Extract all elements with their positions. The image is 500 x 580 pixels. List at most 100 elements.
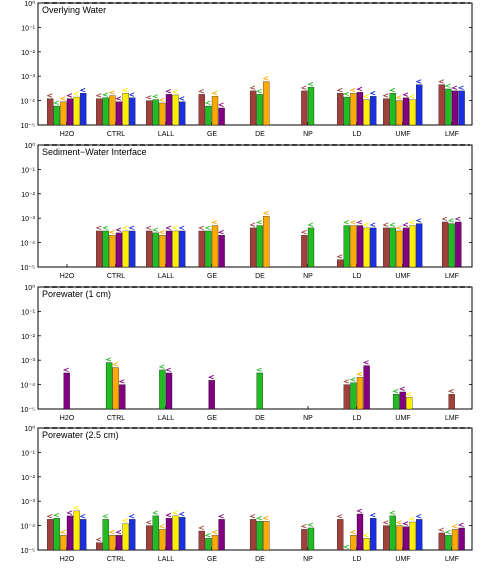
bar-marker xyxy=(95,93,102,98)
bar-marker xyxy=(307,522,314,527)
bar xyxy=(448,223,455,268)
bar-marker xyxy=(402,521,409,526)
bar xyxy=(159,102,166,126)
x-tick-label: UMF xyxy=(395,556,410,563)
bar xyxy=(396,525,403,551)
bar xyxy=(165,230,173,268)
bar xyxy=(179,517,186,551)
x-tick-label: LD xyxy=(353,556,362,563)
x-tick-label: LD xyxy=(353,131,362,138)
bar-marker xyxy=(395,520,402,525)
y-tick-label: 10⁻⁴ xyxy=(21,524,36,531)
bar-marker xyxy=(128,513,135,519)
bar xyxy=(129,97,136,126)
bar xyxy=(389,93,396,126)
bar-marker xyxy=(217,102,224,107)
bar xyxy=(102,519,109,551)
bar-marker xyxy=(389,510,395,515)
bar-marker xyxy=(165,512,172,518)
bar-marker xyxy=(415,218,422,223)
bar-marker xyxy=(255,515,262,521)
x-tick-label: GE xyxy=(207,273,217,280)
bar-marker xyxy=(300,523,307,529)
bar-marker xyxy=(249,222,256,227)
bar-marker xyxy=(382,222,389,227)
x-tick-label: H2O xyxy=(60,131,75,138)
bar-marker xyxy=(249,85,256,90)
bar xyxy=(198,230,205,268)
bar xyxy=(47,98,54,126)
panel-title: Porewater (2.5 cm) xyxy=(42,430,119,440)
bar xyxy=(218,235,225,268)
bar-marker xyxy=(307,81,314,87)
x-tick-label: H2O xyxy=(60,415,75,422)
bar-marker xyxy=(441,216,448,221)
bar xyxy=(383,227,390,268)
x-tick-label: DE xyxy=(255,273,265,280)
bar-marker xyxy=(356,508,363,513)
bar-marker xyxy=(454,216,461,221)
bar-marker xyxy=(59,96,66,101)
bar-marker xyxy=(402,92,409,97)
bar-marker xyxy=(158,523,165,529)
bar xyxy=(396,100,403,126)
y-tick-label: 10⁰ xyxy=(24,425,35,433)
bar xyxy=(122,523,129,551)
x-tick-label: UMF xyxy=(395,131,410,138)
y-tick-label: 10⁰ xyxy=(24,142,35,150)
bar-marker xyxy=(79,513,86,519)
bar-marker xyxy=(356,86,363,92)
bar xyxy=(96,542,103,551)
bar-marker xyxy=(62,367,69,372)
bar xyxy=(53,105,60,126)
bar-marker xyxy=(121,518,128,523)
bar-marker xyxy=(198,225,204,230)
bar xyxy=(455,221,462,268)
bar xyxy=(301,90,308,126)
x-tick-label: CTRL xyxy=(107,556,125,563)
y-tick-label: 10⁻² xyxy=(21,192,35,199)
bar-marker xyxy=(307,222,314,227)
bar xyxy=(256,521,263,551)
bar xyxy=(211,535,219,551)
bar xyxy=(263,81,270,126)
bar xyxy=(96,230,103,268)
bar xyxy=(356,225,364,268)
bar xyxy=(343,384,350,410)
bar xyxy=(165,372,173,410)
bar xyxy=(370,96,377,126)
bar-marker xyxy=(362,532,369,538)
bar xyxy=(198,530,205,551)
bar xyxy=(249,90,257,126)
bar-marker xyxy=(46,93,53,98)
x-tick-label: CTRL xyxy=(107,131,125,138)
bar xyxy=(438,532,445,551)
panel-title: Overlying Water xyxy=(42,5,106,15)
bar-marker xyxy=(362,94,369,99)
bar xyxy=(337,93,344,126)
bar-marker xyxy=(108,229,115,235)
bar xyxy=(399,391,406,410)
bar xyxy=(109,535,116,551)
bar xyxy=(448,394,455,410)
bar-marker xyxy=(198,88,204,94)
bar xyxy=(402,526,410,551)
bar xyxy=(109,235,116,268)
bar-marker xyxy=(165,367,172,372)
bar-marker xyxy=(343,544,349,549)
bar xyxy=(445,88,452,126)
bar-marker xyxy=(165,88,172,94)
bar xyxy=(172,230,179,268)
bar-marker xyxy=(389,87,395,93)
bar-marker xyxy=(398,386,405,391)
x-tick-label: DE xyxy=(255,415,265,422)
bar-marker xyxy=(145,95,152,100)
bar-marker xyxy=(152,510,158,515)
bar-marker xyxy=(198,525,204,530)
bar xyxy=(152,515,159,551)
bar xyxy=(370,227,377,268)
chart-panel-4: Porewater (2.5 cm) 10⁰ 10⁻¹ 10⁻² 10⁻³ 10⁻⁴ 10⁻… xyxy=(21,425,473,563)
bar xyxy=(451,90,459,126)
bar-marker xyxy=(356,371,363,377)
bar-marker xyxy=(444,529,451,535)
